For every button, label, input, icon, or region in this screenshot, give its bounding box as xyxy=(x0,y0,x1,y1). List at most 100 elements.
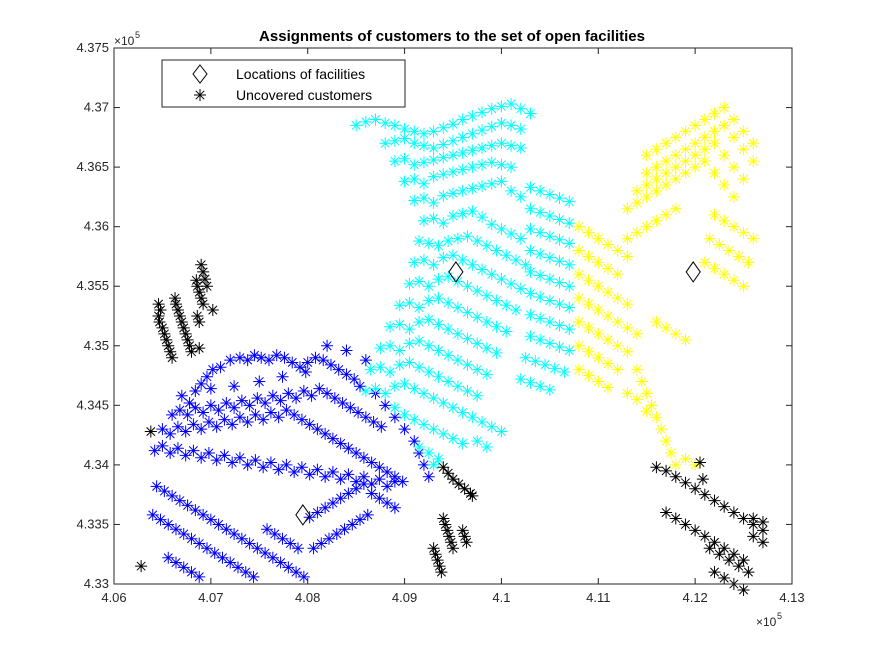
customer-point xyxy=(317,354,330,367)
customer-point xyxy=(210,420,223,433)
y-exponent-base: ×10 xyxy=(114,34,135,48)
customer-point xyxy=(640,220,653,233)
customer-point xyxy=(747,530,760,543)
customer-point xyxy=(660,178,673,191)
y-tick-label: 4.355 xyxy=(76,278,109,293)
customer-point xyxy=(563,344,576,357)
customer-point xyxy=(354,380,367,393)
customer-point xyxy=(476,158,489,171)
y-tick-label: 4.33 xyxy=(84,576,109,591)
customer-point xyxy=(247,570,260,583)
customer-point xyxy=(282,561,295,574)
customer-point xyxy=(166,408,179,421)
customer-point xyxy=(708,167,721,180)
customer-point xyxy=(601,357,614,370)
customer-point xyxy=(524,308,537,321)
x-tick-label: 4.13 xyxy=(779,590,804,605)
customer-point xyxy=(476,180,489,193)
customer-point xyxy=(660,137,673,150)
customer-point xyxy=(650,411,663,424)
y-tick-label: 4.345 xyxy=(76,397,109,412)
customer-point xyxy=(451,301,464,314)
customer-point xyxy=(476,106,489,119)
customer-point xyxy=(631,393,644,406)
customer-point xyxy=(461,230,474,243)
customer-point xyxy=(171,304,184,317)
customer-point xyxy=(218,413,231,426)
customer-point xyxy=(732,250,745,263)
customer-point xyxy=(703,542,716,555)
customer-point xyxy=(313,382,326,395)
customer-point xyxy=(456,146,469,159)
customer-point xyxy=(471,337,484,350)
customer-point xyxy=(669,470,682,483)
customer-point xyxy=(173,404,186,417)
customer-point xyxy=(601,262,614,275)
customer-point xyxy=(398,122,411,135)
customer-point xyxy=(253,375,266,388)
customer-point xyxy=(737,125,750,138)
customer-point xyxy=(177,561,190,574)
customer-point xyxy=(183,396,196,409)
customer-point xyxy=(485,268,498,281)
customer-point xyxy=(708,262,721,275)
customer-point xyxy=(437,512,450,525)
customer-point xyxy=(276,532,289,545)
customer-point xyxy=(471,284,484,297)
customer-point xyxy=(737,554,750,567)
customer-point xyxy=(307,542,320,555)
customer-point xyxy=(274,394,287,407)
customer-point xyxy=(442,323,455,336)
customer-point xyxy=(447,118,459,131)
customer-point xyxy=(640,190,653,203)
customer-point xyxy=(660,208,673,221)
customer-point xyxy=(727,220,740,233)
customer-point xyxy=(202,446,215,459)
customer-point xyxy=(519,258,532,271)
customer-point xyxy=(737,226,750,239)
customer-point xyxy=(693,456,706,469)
customer-point xyxy=(466,127,479,140)
customer-point xyxy=(471,435,484,448)
customer-point xyxy=(144,425,157,438)
customer-point xyxy=(393,299,406,312)
customer-point xyxy=(742,256,755,269)
customer-point xyxy=(495,117,508,130)
customer-point xyxy=(582,274,595,287)
customer-point xyxy=(582,369,595,382)
customer-point xyxy=(471,363,484,376)
customer-point xyxy=(169,523,182,536)
customer-point xyxy=(553,233,566,246)
customer-point xyxy=(495,175,508,188)
customer-point xyxy=(388,155,401,168)
customer-point xyxy=(181,408,194,421)
customer-point xyxy=(611,268,624,281)
customer-series xyxy=(146,339,435,583)
customer-point xyxy=(456,131,469,144)
customer-point xyxy=(471,389,484,402)
customer-point xyxy=(422,446,435,459)
customer-point xyxy=(381,497,394,510)
customer-point xyxy=(534,290,547,303)
customer-point xyxy=(413,335,426,348)
customer-point xyxy=(233,411,246,424)
customer-point xyxy=(328,392,341,405)
customer-point xyxy=(301,356,314,369)
customer-point xyxy=(189,401,202,414)
x-exponent-base: ×10 xyxy=(756,615,777,629)
customer-point xyxy=(747,232,760,245)
customer-point xyxy=(422,237,435,250)
customer-point xyxy=(718,572,731,585)
customer-point xyxy=(381,466,394,479)
y-exponent: ×10 5 xyxy=(114,30,140,48)
customer-point xyxy=(340,368,353,381)
customer-point xyxy=(422,339,435,352)
customer-point xyxy=(150,480,163,493)
customer-point xyxy=(388,119,401,132)
customer-point xyxy=(505,119,518,132)
x-tick-label: 4.08 xyxy=(295,590,320,605)
customer-point xyxy=(543,188,556,201)
customer-point xyxy=(713,238,726,251)
customer-point xyxy=(197,265,210,278)
customer-point xyxy=(156,321,169,334)
